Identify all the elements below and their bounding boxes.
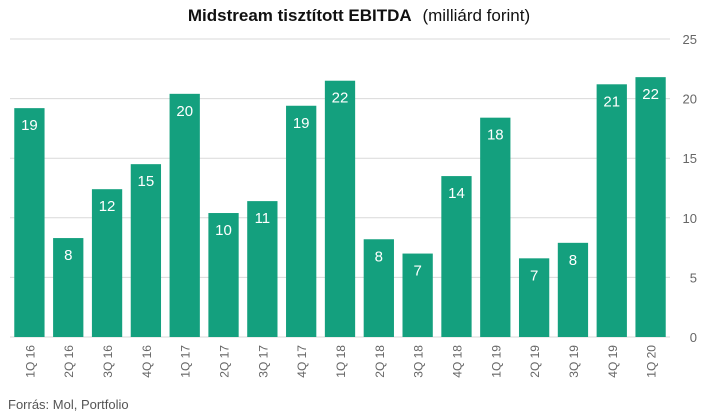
x-tick-label: 1Q 19 (489, 345, 503, 378)
y-tick-label: 25 (683, 32, 697, 47)
x-tick-label: 3Q 17 (256, 345, 270, 378)
data-label: 21 (603, 93, 620, 110)
x-tick-label: 2Q 16 (62, 345, 76, 378)
x-tick-label: 3Q 18 (412, 345, 426, 378)
data-label: 19 (21, 117, 38, 134)
x-tick-label: 1Q 18 (334, 345, 348, 378)
x-tick-label: 4Q 19 (606, 345, 620, 378)
data-label: 22 (332, 90, 349, 107)
data-label: 14 (448, 185, 465, 202)
data-label: 19 (293, 115, 310, 132)
bar (635, 77, 666, 338)
data-label: 10 (215, 222, 232, 239)
bar (441, 176, 472, 337)
data-label: 8 (375, 248, 383, 265)
bar (208, 213, 239, 337)
x-tick-label: 4Q 18 (450, 345, 464, 378)
bar (363, 239, 394, 337)
x-tick-label: 2Q 18 (373, 345, 387, 378)
bar (557, 242, 589, 337)
bar (91, 189, 123, 337)
bar (286, 105, 317, 337)
data-label: 20 (176, 103, 193, 120)
y-tick-label: 0 (690, 330, 697, 345)
x-tick-label: 4Q 17 (295, 345, 309, 378)
bar (324, 80, 356, 337)
x-tick-label: 1Q 20 (645, 345, 659, 378)
data-label: 8 (64, 247, 72, 264)
x-tick-label: 1Q 17 (179, 345, 193, 378)
bar (518, 258, 550, 337)
bar (130, 164, 162, 337)
x-tick-label: 2Q 19 (528, 345, 542, 378)
x-tick-label: 4Q 16 (140, 345, 154, 378)
source-note: Forrás: Mol, Portfolio (8, 397, 129, 412)
data-label: 22 (642, 86, 659, 103)
x-tick-label: 3Q 19 (567, 345, 581, 378)
x-tick-label: 2Q 17 (218, 345, 232, 378)
data-label: 18 (487, 127, 504, 144)
data-label: 11 (255, 210, 271, 227)
data-label: 12 (99, 198, 116, 215)
y-tick-label: 20 (683, 92, 697, 107)
bar (247, 201, 278, 337)
chart-unit: (milliárd forint) (422, 6, 531, 25)
bar (596, 84, 627, 338)
bar (480, 117, 511, 337)
bar (169, 93, 200, 337)
x-tick-label: 1Q 16 (23, 345, 37, 378)
bar (14, 108, 45, 337)
y-tick-label: 10 (683, 211, 697, 226)
chart-title-row: Midstream tisztított EBITDA (milliárd fo… (0, 6, 718, 26)
data-label: 7 (530, 267, 538, 284)
data-label: 8 (569, 252, 577, 269)
y-tick-label: 5 (690, 270, 697, 285)
y-tick-label: 15 (683, 151, 697, 166)
data-label: 15 (138, 173, 155, 190)
data-label: 7 (413, 263, 421, 280)
x-tick-label: 3Q 16 (101, 345, 115, 378)
bar (402, 253, 433, 337)
chart-title: Midstream tisztított EBITDA (187, 6, 412, 25)
bar (53, 238, 84, 337)
